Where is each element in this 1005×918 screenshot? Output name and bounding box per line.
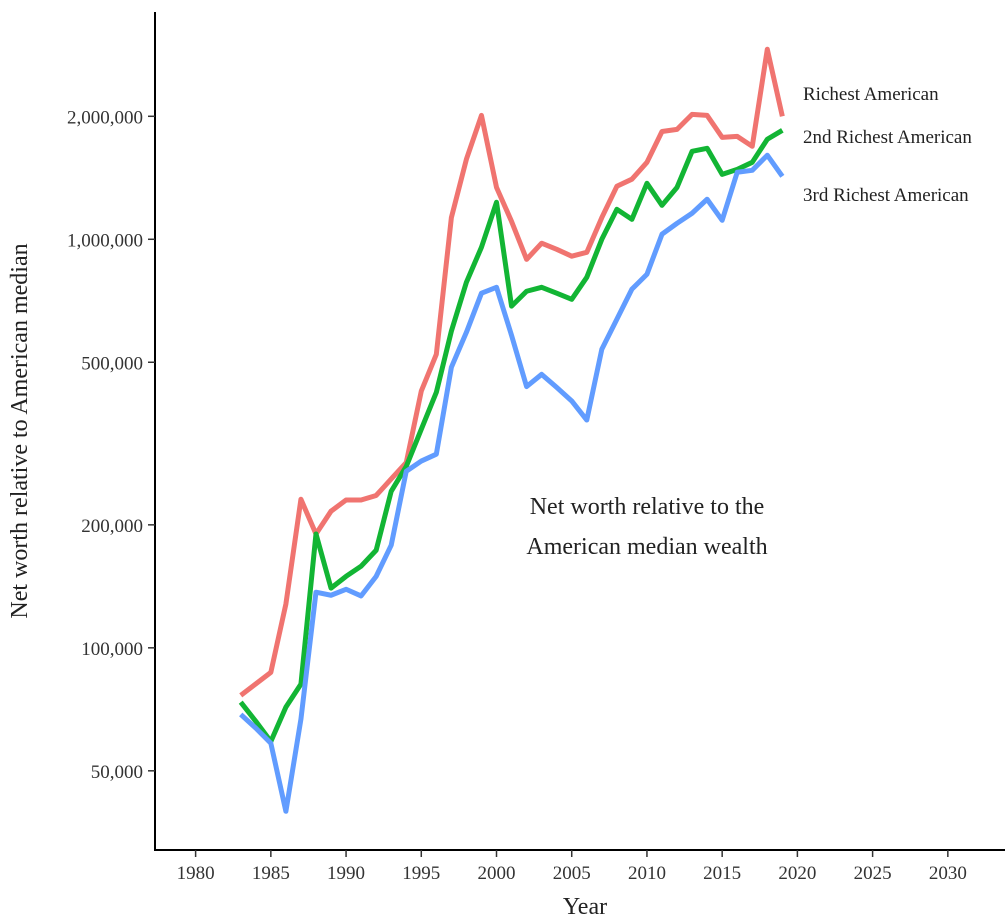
x-tick-label: 2015: [703, 863, 741, 884]
line: [239, 46, 785, 698]
x-tick-label: 2000: [478, 863, 516, 884]
y-tick-label: 100,000: [81, 639, 143, 660]
legend-label: 3rd Richest American: [803, 185, 969, 206]
x-axis-title: Year: [563, 894, 607, 918]
legend-label: Richest American: [803, 84, 939, 105]
x-tick-label: 1990: [327, 863, 365, 884]
x-tick-label: 2020: [778, 863, 816, 884]
y-tick-label: 1,000,000: [67, 230, 143, 251]
line: [239, 152, 785, 814]
y-axis-title: Net worth relative to American median: [7, 243, 33, 618]
annotation: American median wealth: [526, 534, 767, 560]
x-tick-label: 2010: [628, 863, 666, 884]
annotation: Net worth relative to the: [530, 494, 765, 520]
y-tick-label: 50,000: [91, 762, 143, 783]
y-tick-label: 200,000: [81, 516, 143, 537]
x-tick-label: 2005: [553, 863, 591, 884]
x-tick-label: 2030: [929, 863, 967, 884]
x-tick-label: 2025: [854, 863, 892, 884]
line: [238, 128, 784, 744]
x-tick-label: 1995: [402, 863, 440, 884]
y-tick-label: 500,000: [81, 353, 143, 374]
legend-label: 2nd Richest American: [803, 127, 972, 148]
x-tick-label: 1985: [252, 863, 290, 884]
x-tick-label: 1980: [177, 863, 215, 884]
y-tick-label: 2,000,000: [67, 107, 143, 128]
